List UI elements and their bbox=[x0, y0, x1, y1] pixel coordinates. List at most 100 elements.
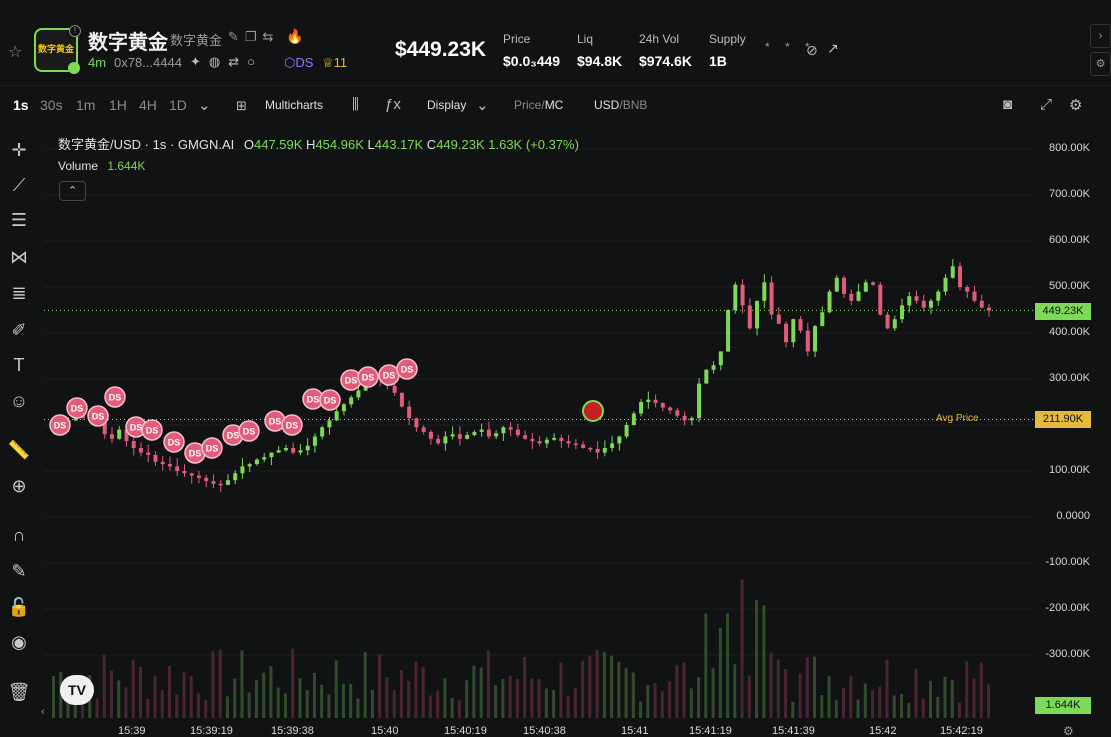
collapse-panel-icon[interactable]: › bbox=[1090, 24, 1111, 48]
settings-panel-icon[interactable]: ⚙ bbox=[1090, 52, 1111, 76]
display-chevron-icon[interactable]: ⌄ bbox=[476, 97, 489, 114]
candle-body bbox=[863, 282, 868, 292]
trend-line-icon[interactable]: ⟋ bbox=[12, 175, 26, 195]
candle-body bbox=[175, 466, 180, 471]
volume-bar bbox=[552, 689, 556, 718]
info-icon[interactable]: ! bbox=[69, 25, 81, 37]
price-mc-toggle[interactable]: Price/MC bbox=[514, 98, 563, 112]
add-chart-icon[interactable]: ⊞ bbox=[236, 98, 247, 113]
volume-bar bbox=[305, 690, 309, 718]
candle-body bbox=[573, 443, 578, 445]
volume-bar bbox=[639, 701, 643, 718]
brush-icon[interactable]: ✐ bbox=[11, 320, 27, 340]
volume-bar bbox=[878, 686, 882, 718]
candle-body bbox=[856, 291, 861, 301]
visibility-icon[interactable]: ◉ bbox=[11, 632, 27, 652]
chart-settings-icon[interactable]: ⚙ bbox=[1069, 97, 1083, 114]
y-tick-label: 700.00K bbox=[1049, 188, 1090, 200]
emoji-icon[interactable]: ☺ bbox=[9, 391, 29, 411]
candle-body bbox=[501, 427, 506, 434]
candle-body bbox=[109, 434, 114, 439]
ds-marker-label: DS bbox=[92, 412, 105, 422]
collapse-legend-button[interactable]: ⌃ bbox=[59, 181, 86, 201]
hide-eye-icon[interactable]: ⊘ bbox=[806, 42, 818, 58]
external-link-icon[interactable]: ↗ bbox=[827, 40, 839, 56]
volume-bar bbox=[370, 689, 374, 718]
price-label: Price bbox=[514, 98, 542, 112]
candle-body bbox=[486, 429, 491, 437]
mc-label: MC bbox=[544, 98, 564, 112]
zoom-icon[interactable]: ⊕ bbox=[11, 476, 27, 496]
open-value: 447.59K bbox=[253, 137, 303, 152]
ds-marker-icon bbox=[141, 419, 163, 441]
candle-body bbox=[914, 296, 919, 301]
timeframe-1h[interactable]: 1H bbox=[109, 97, 127, 113]
tradingview-logo[interactable]: TV bbox=[60, 675, 94, 705]
volume-bar bbox=[312, 672, 316, 718]
lock-icon[interactable]: 🔓 bbox=[7, 597, 31, 617]
candle-body bbox=[320, 427, 325, 437]
lock-draw-icon[interactable]: ✎ bbox=[11, 561, 27, 581]
candle-body bbox=[327, 420, 332, 428]
usd-bnb-toggle[interactable]: USD/BNB bbox=[594, 98, 647, 112]
axis-settings-icon[interactable]: ⚙ bbox=[1063, 724, 1074, 737]
magnet-icon[interactable]: ∩ bbox=[12, 525, 26, 545]
token-logo-text: 数字黄金 bbox=[38, 44, 75, 54]
candle-body bbox=[218, 483, 223, 486]
token-logo: 数字黄金 ! bbox=[34, 25, 81, 74]
ds-tag[interactable]: ⬡DS bbox=[284, 55, 314, 70]
volume-bar bbox=[856, 699, 860, 718]
ruler-icon[interactable]: 📏 bbox=[7, 440, 31, 460]
volume-bar bbox=[196, 693, 200, 718]
ds-marker-icon bbox=[49, 414, 71, 436]
horizontal-lines-icon[interactable]: ☰ bbox=[10, 210, 28, 230]
candle-body bbox=[805, 330, 810, 352]
pattern-icon[interactable]: ⋈ bbox=[10, 247, 28, 267]
scroll-left-icon[interactable]: ‹ bbox=[41, 706, 45, 718]
chevron-down-icon[interactable]: ⌄ bbox=[198, 97, 211, 114]
fullscreen-icon[interactable]: ⤢ bbox=[1040, 96, 1053, 113]
candle-body bbox=[602, 448, 607, 453]
candle-body bbox=[813, 326, 818, 352]
candle-body bbox=[349, 397, 354, 405]
ds-marker-label: DS bbox=[243, 427, 256, 437]
timeframe-1m[interactable]: 1m bbox=[76, 97, 96, 113]
display-button[interactable]: Display bbox=[427, 98, 467, 112]
volume-bar bbox=[827, 675, 831, 718]
candle-body bbox=[356, 390, 361, 398]
candle-body bbox=[965, 287, 970, 292]
volume-bar bbox=[515, 678, 519, 718]
candle-type-icon[interactable]: ⫼ bbox=[352, 96, 359, 113]
candle-body bbox=[269, 452, 274, 458]
volume-bar bbox=[755, 600, 759, 718]
stat-24h-vol: 24h Vol $974.6K bbox=[639, 32, 692, 69]
crosshair-icon[interactable]: ✛ bbox=[11, 140, 27, 160]
multicharts-button[interactable]: Multicharts bbox=[265, 98, 324, 112]
contract-address[interactable]: 0x78...4444 bbox=[114, 55, 182, 70]
trash-icon[interactable]: 🗑 bbox=[7, 682, 31, 702]
candle-body bbox=[262, 457, 267, 460]
candle-body bbox=[443, 436, 448, 444]
timeframe-1s[interactable]: 1s bbox=[13, 97, 29, 113]
candle-body bbox=[798, 319, 803, 331]
volume-bar bbox=[682, 662, 686, 718]
timeframe-30s[interactable]: 30s bbox=[40, 97, 63, 113]
text-tool-icon[interactable]: T bbox=[13, 355, 25, 375]
camera-icon[interactable]: ◙ bbox=[1003, 96, 1013, 113]
timeframe-4h[interactable]: 4H bbox=[139, 97, 157, 113]
indicators-icon[interactable]: ƒx bbox=[385, 96, 401, 113]
candle-body bbox=[987, 307, 991, 311]
favorite-star-icon[interactable]: ☆ bbox=[8, 44, 23, 61]
volume-bar bbox=[871, 690, 875, 718]
volume-bar bbox=[240, 650, 244, 718]
timeframe-1d[interactable]: 1D bbox=[169, 97, 187, 113]
candle-body bbox=[298, 450, 303, 453]
edit-copy-share-icons[interactable]: ✎❐⇆ bbox=[228, 29, 280, 44]
social-link-icons[interactable]: ✦◍⇄○ bbox=[190, 54, 263, 69]
volume-bar bbox=[595, 649, 599, 718]
volume-bar bbox=[465, 680, 469, 718]
candle-body bbox=[153, 454, 158, 462]
y-tick-label: 100.00K bbox=[1049, 464, 1090, 476]
fib-icon[interactable]: ≣ bbox=[11, 283, 27, 303]
